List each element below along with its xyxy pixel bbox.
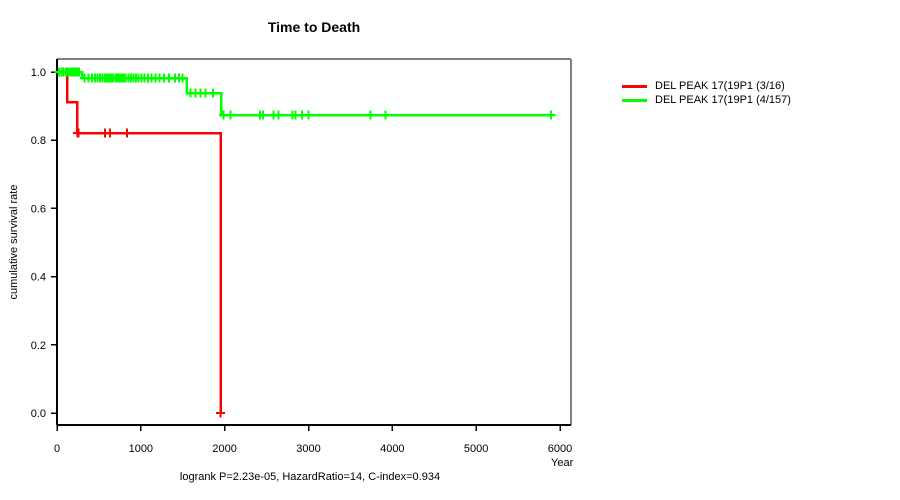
y-tick-label: 0.6 — [31, 203, 46, 215]
censor-marks-0 — [73, 128, 225, 418]
legend-line-icon — [622, 84, 647, 88]
x-tick-label: 2000 — [212, 443, 236, 455]
legend-item: DEL PEAK 17(19P1 (4/157) — [622, 93, 791, 107]
x-tick-label: 4000 — [380, 443, 404, 455]
censor-marks-1 — [54, 67, 556, 120]
y-tick-label: 0.2 — [31, 340, 46, 352]
x-tick-label: 1000 — [129, 443, 153, 455]
x-tick-label: 6000 — [548, 443, 572, 455]
legend-label: DEL PEAK 17(19P1 (3/16) — [655, 80, 785, 92]
x-tick-label: 3000 — [296, 443, 320, 455]
x-axis-label: Year — [551, 457, 574, 469]
y-tick-label: 0.0 — [31, 408, 46, 420]
survival-curve-0 — [57, 70, 222, 413]
y-tick-label: 0.4 — [31, 272, 46, 284]
legend-label: DEL PEAK 17(19P1 (4/157) — [655, 94, 791, 106]
y-tick-label: 1.0 — [31, 67, 46, 79]
chart-title: Time to Death — [267, 19, 361, 35]
y-axis-label: cumulative survival rate — [8, 184, 20, 300]
survival-curve-1 — [57, 70, 551, 117]
x-tick-label: 5000 — [464, 443, 488, 455]
legend: DEL PEAK 17(19P1 (3/16) DEL PEAK 17(19P1 … — [622, 79, 791, 107]
x-tick-label: 0 — [54, 443, 60, 455]
stats-annotation: logrank P=2.23e-05, HazardRatio=14, C-in… — [179, 471, 441, 483]
legend-line-icon — [622, 98, 647, 102]
y-tick-label: 0.8 — [31, 135, 46, 147]
legend-item: DEL PEAK 17(19P1 (3/16) — [622, 79, 791, 93]
